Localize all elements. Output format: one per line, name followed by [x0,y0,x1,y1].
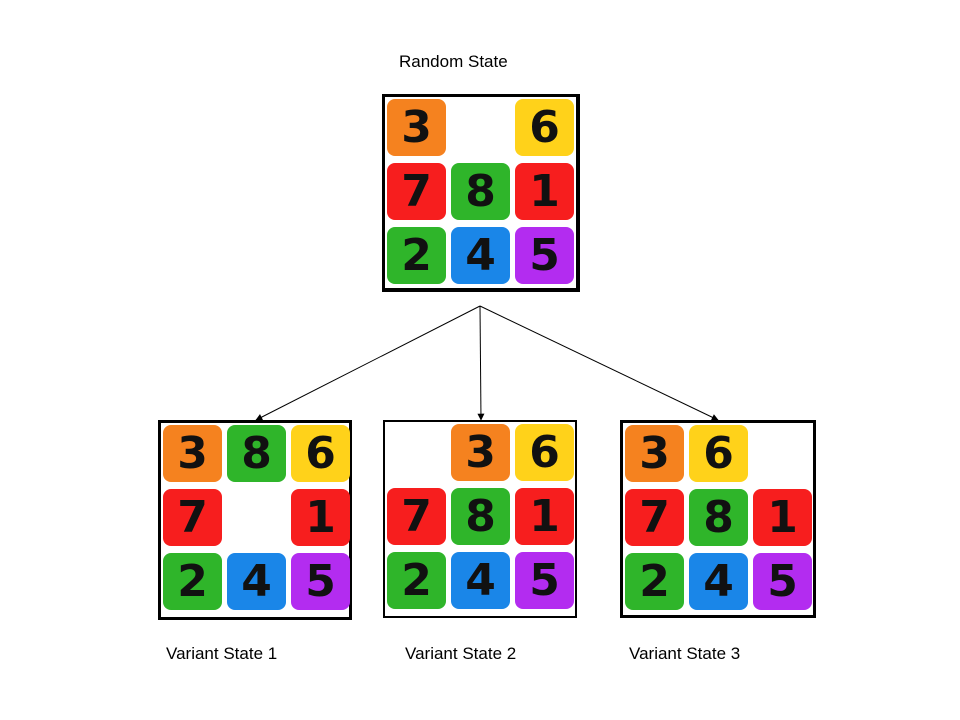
tile-3: 3 [625,425,684,482]
tile-1: 1 [515,163,574,220]
empty-slot [387,424,446,481]
tile-8: 8 [451,488,510,545]
tile-6: 6 [515,99,574,156]
tile-8: 8 [227,425,286,482]
tile-7: 7 [387,488,446,545]
tile-4: 4 [451,227,510,284]
arrow-to-variant-1 [255,305,481,421]
tile-5: 5 [515,552,574,609]
arrow-to-variant-3 [479,305,719,421]
tile-3: 3 [451,424,510,481]
variant-state-3-label: Variant State 3 [629,644,741,663]
tile-7: 7 [387,163,446,220]
tile-5: 5 [753,553,812,610]
tile-5: 5 [515,227,574,284]
tile-6: 6 [291,425,350,482]
tile-3: 3 [163,425,222,482]
tile-6: 6 [689,425,748,482]
tile-1: 1 [753,489,812,546]
tile-6: 6 [515,424,574,481]
tile-2: 2 [625,553,684,610]
tile-3: 3 [387,99,446,156]
tile-5: 5 [291,553,350,610]
tile-8: 8 [451,163,510,220]
arrow-to-variant-2 [477,305,485,421]
tile-4: 4 [451,552,510,609]
tile-4: 4 [227,553,286,610]
tile-1: 1 [515,488,574,545]
empty-slot [753,425,812,482]
random-state-label: Random State [399,52,508,71]
tile-7: 7 [625,489,684,546]
tile-7: 7 [163,489,222,546]
variant-state-2-label: Variant State 2 [405,644,517,663]
tile-4: 4 [689,553,748,610]
tile-2: 2 [387,552,446,609]
tile-8: 8 [689,489,748,546]
empty-slot [227,489,286,546]
tile-2: 2 [163,553,222,610]
variant-state-1-label: Variant State 1 [166,644,278,663]
tile-2: 2 [387,227,446,284]
tile-1: 1 [291,489,350,546]
